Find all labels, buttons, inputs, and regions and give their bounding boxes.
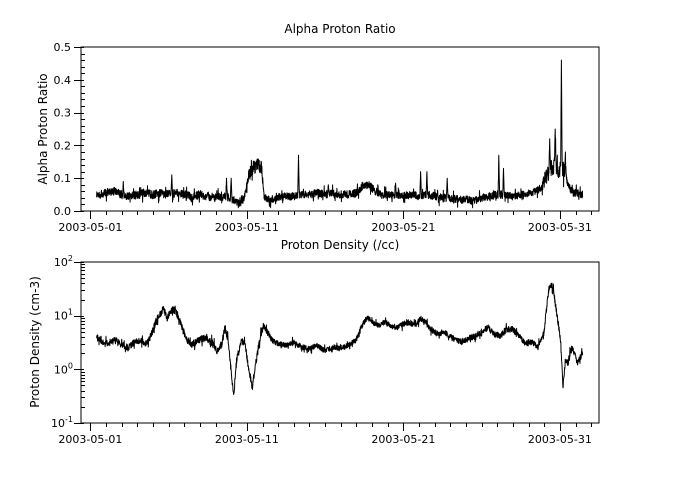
x-tick-label: 2003-05-01	[58, 221, 122, 234]
y-tick-label: 101	[54, 308, 73, 323]
y-tick-label: 0.5	[54, 41, 72, 54]
x-tick-label: 2003-05-11	[215, 433, 279, 446]
y-tick-label: 10-1	[51, 415, 73, 430]
plot-border	[80, 46, 600, 212]
y-tick-label: 0.4	[54, 74, 72, 87]
x-tick-label: 2003-05-31	[528, 221, 592, 234]
x-tick-label: 2003-05-21	[371, 221, 435, 234]
x-tick-label: 2003-05-31	[528, 433, 592, 446]
proton-density-series	[96, 282, 584, 395]
y-tick-label: 102	[54, 254, 73, 269]
y-tick-label: 0.1	[54, 172, 72, 185]
x-tick-label: 2003-05-11	[215, 221, 279, 234]
x-tick-label: 2003-05-21	[371, 433, 435, 446]
y-tick-label: 0.3	[54, 107, 72, 120]
y-tick-label: 0.2	[54, 139, 72, 152]
y-tick-label: 0.0	[54, 205, 72, 218]
y-axis-label-alpha-proton-ratio: Alpha Proton Ratio	[36, 73, 50, 185]
chart-title-proton-density: Proton Density (/cc)	[280, 238, 400, 252]
plot-border	[80, 261, 600, 424]
proton-density-chart: 2003-05-01 2003-05-11 2003-05-21 2003-05-31…	[51, 254, 600, 446]
chart-title-alpha-proton-ratio: Alpha Proton Ratio	[284, 22, 396, 36]
y-tick-label: 100	[54, 361, 73, 376]
y-axis-label-proton-density: Proton Density (cm-3)	[28, 276, 42, 408]
alpha-proton-ratio-chart: 2003-05-01 2003-05-11 2003-05-21 2003-05-31…	[54, 41, 600, 234]
alpha-proton-ratio-series	[96, 59, 584, 209]
x-tick-label: 2003-05-01	[58, 433, 122, 446]
